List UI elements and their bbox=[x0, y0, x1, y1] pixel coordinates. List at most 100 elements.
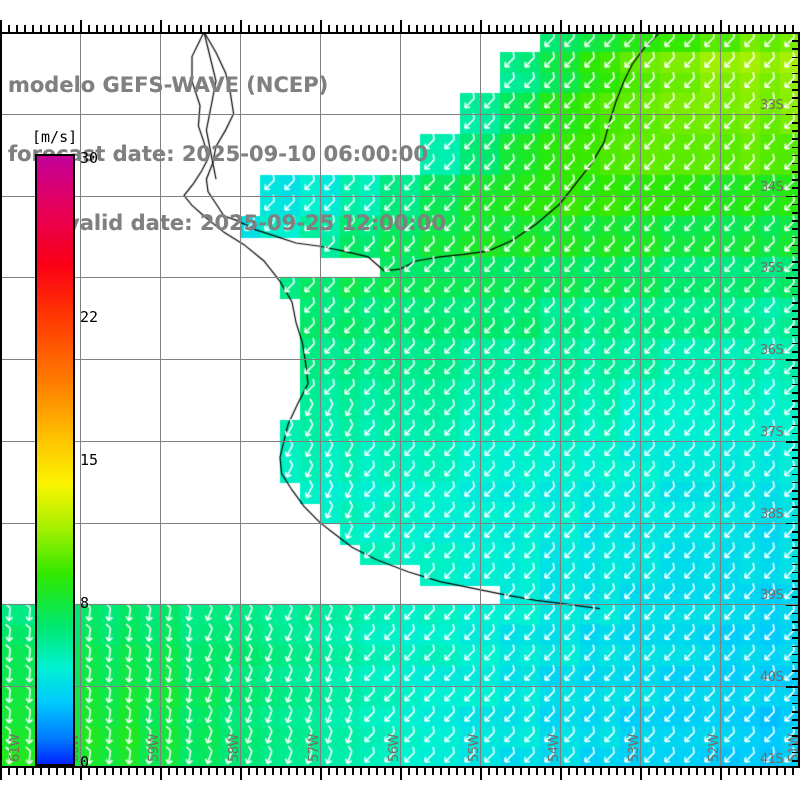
axis-tick-right bbox=[792, 555, 800, 558]
axis-tick-right bbox=[792, 146, 800, 149]
axis-tick-top bbox=[608, 25, 610, 32]
axis-tick-bottom bbox=[544, 768, 546, 775]
axis-tick-right bbox=[792, 187, 800, 189]
axis-tick-top bbox=[96, 25, 98, 32]
axis-tick-bottom bbox=[704, 768, 706, 775]
title-valid-date: valid date: 2025-09-25 12:00:00 bbox=[66, 211, 446, 235]
axis-tick-right bbox=[792, 351, 800, 353]
axis-tick-right bbox=[786, 195, 800, 198]
axis-tick-bottom bbox=[352, 768, 354, 775]
axis-tick-bottom bbox=[600, 768, 602, 775]
axis-tick-top bbox=[8, 25, 10, 32]
axis-tick-top bbox=[48, 25, 50, 32]
axis-tick-bottom bbox=[88, 768, 90, 775]
axis-tick-bottom bbox=[696, 768, 698, 775]
axis-tick-top bbox=[32, 25, 34, 32]
axis-tick-top bbox=[760, 25, 762, 32]
axis-tick-bottom bbox=[376, 768, 378, 775]
axis-tick-right bbox=[792, 751, 800, 754]
axis-tick-top bbox=[120, 25, 122, 32]
gridline-lat bbox=[0, 359, 800, 360]
axis-tick-bottom bbox=[728, 768, 730, 775]
axis-tick-top bbox=[624, 25, 626, 32]
axis-tick-top bbox=[72, 25, 74, 32]
axis-tick-top bbox=[320, 20, 322, 32]
gridline-lat bbox=[0, 604, 800, 605]
axis-tick-right bbox=[792, 203, 800, 206]
axis-tick-right bbox=[792, 171, 800, 173]
axis-tick-right bbox=[792, 539, 800, 541]
axis-tick-top bbox=[80, 20, 82, 32]
axis-tick-top bbox=[592, 25, 594, 32]
axis-tick-right bbox=[792, 571, 800, 574]
lat-tick-label: 41S bbox=[760, 752, 784, 767]
axis-tick-right bbox=[792, 334, 800, 337]
axis-tick-top bbox=[240, 20, 242, 32]
colorbar-tick-15: 15 bbox=[80, 451, 99, 469]
axis-tick-top bbox=[440, 25, 442, 32]
axis-tick-top bbox=[112, 25, 114, 32]
axis-tick-top bbox=[728, 25, 730, 32]
axis-tick-bottom bbox=[416, 768, 418, 775]
axis-tick-right bbox=[792, 244, 800, 247]
axis-tick-bottom bbox=[192, 768, 194, 775]
gridline-lat bbox=[0, 277, 800, 278]
axis-tick-top bbox=[560, 20, 562, 32]
axis-tick-bottom bbox=[216, 768, 218, 775]
axis-tick-right bbox=[792, 105, 800, 108]
axis-tick-top bbox=[304, 25, 306, 32]
axis-tick-bottom bbox=[552, 768, 554, 775]
axis-tick-top bbox=[328, 25, 330, 32]
axis-tick-top bbox=[168, 25, 170, 32]
map-border-left bbox=[0, 32, 2, 768]
axis-tick-right bbox=[792, 457, 800, 459]
axis-tick-top bbox=[232, 25, 234, 32]
axis-tick-right bbox=[792, 588, 800, 590]
axis-tick-bottom bbox=[248, 768, 250, 775]
axis-tick-right bbox=[792, 326, 800, 329]
axis-tick-right bbox=[786, 277, 800, 279]
axis-tick-bottom bbox=[160, 768, 162, 780]
axis-tick-bottom bbox=[176, 768, 178, 775]
axis-tick-bottom bbox=[488, 768, 490, 775]
axis-tick-bottom bbox=[464, 768, 466, 775]
map-border-top bbox=[0, 32, 800, 34]
axis-tick-top bbox=[544, 25, 546, 32]
axis-tick-bottom bbox=[472, 768, 474, 775]
axis-tick-top bbox=[656, 25, 658, 32]
axis-tick-right bbox=[792, 211, 800, 214]
axis-tick-top bbox=[784, 25, 786, 32]
axis-tick-right bbox=[792, 678, 800, 680]
axis-tick-bottom bbox=[360, 768, 362, 775]
axis-tick-right bbox=[786, 441, 800, 443]
axis-tick-bottom bbox=[256, 768, 258, 775]
axis-tick-bottom bbox=[280, 768, 282, 775]
axis-tick-bottom bbox=[16, 768, 18, 775]
axis-tick-top bbox=[552, 25, 554, 32]
axis-tick-top bbox=[144, 25, 146, 32]
axis-tick-top bbox=[24, 25, 26, 32]
axis-tick-top bbox=[216, 25, 218, 32]
gridline-lat bbox=[0, 523, 800, 524]
gridline-lat bbox=[0, 441, 800, 442]
axis-tick-top bbox=[776, 25, 778, 32]
axis-tick-top bbox=[568, 25, 570, 32]
axis-tick-top bbox=[672, 25, 674, 32]
axis-tick-bottom bbox=[200, 768, 202, 775]
gridline-lon bbox=[400, 32, 401, 768]
colorbar-tick-8: 8 bbox=[80, 593, 90, 612]
axis-tick-top bbox=[400, 20, 402, 32]
axis-tick-right bbox=[792, 121, 800, 124]
axis-tick-top bbox=[200, 25, 202, 32]
axis-tick-bottom bbox=[144, 768, 146, 775]
axis-tick-bottom bbox=[616, 768, 618, 775]
axis-tick-top bbox=[488, 25, 490, 32]
axis-tick-top bbox=[296, 25, 298, 32]
axis-tick-bottom bbox=[152, 768, 154, 775]
axis-tick-bottom bbox=[760, 768, 762, 775]
axis-tick-bottom bbox=[24, 768, 26, 775]
axis-tick-bottom bbox=[296, 768, 298, 775]
axis-tick-right bbox=[792, 710, 800, 713]
axis-tick-top bbox=[152, 25, 154, 32]
axis-tick-right bbox=[792, 612, 800, 615]
